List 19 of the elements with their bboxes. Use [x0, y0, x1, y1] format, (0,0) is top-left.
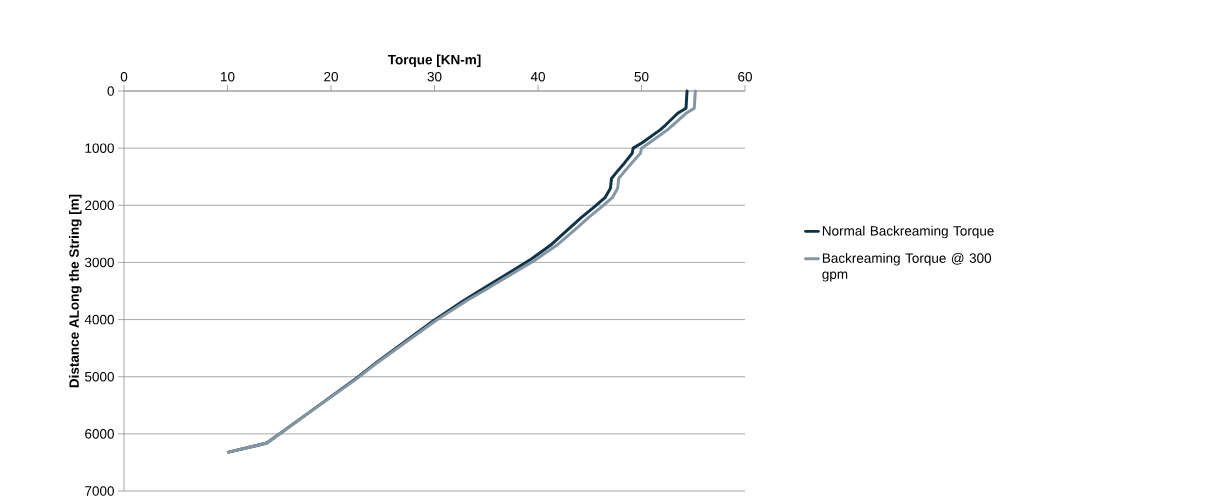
y-tick-label: 4000 [84, 314, 114, 325]
legend-label: Normal Backreaming Torque [822, 225, 994, 239]
x-tick-label: 40 [530, 71, 545, 82]
x-tick-label: 20 [324, 71, 338, 82]
y-tick-label: 6000 [85, 429, 114, 439]
y-axis-title: Distance ALong the String [m] [68, 194, 82, 388]
x-axis-title: Torque [KN-m] [387, 54, 481, 68]
y-tick-label: 0 [107, 86, 114, 96]
y-tick-label: 3000 [84, 257, 114, 268]
y-tick-label: 7000 [85, 486, 114, 496]
x-tick-label: 10 [221, 71, 235, 82]
x-tick-label: 0 [120, 71, 128, 82]
x-tick-label: 60 [738, 71, 752, 82]
x-tick-label: 30 [427, 71, 442, 82]
x-tick-label: 50 [634, 71, 649, 82]
y-tick-label: 1000 [85, 143, 114, 153]
legend-label: Backreaming Torque @ 300 gpm [822, 253, 992, 282]
y-tick-label: 2000 [85, 200, 114, 211]
y-tick-label: 5000 [84, 371, 114, 382]
